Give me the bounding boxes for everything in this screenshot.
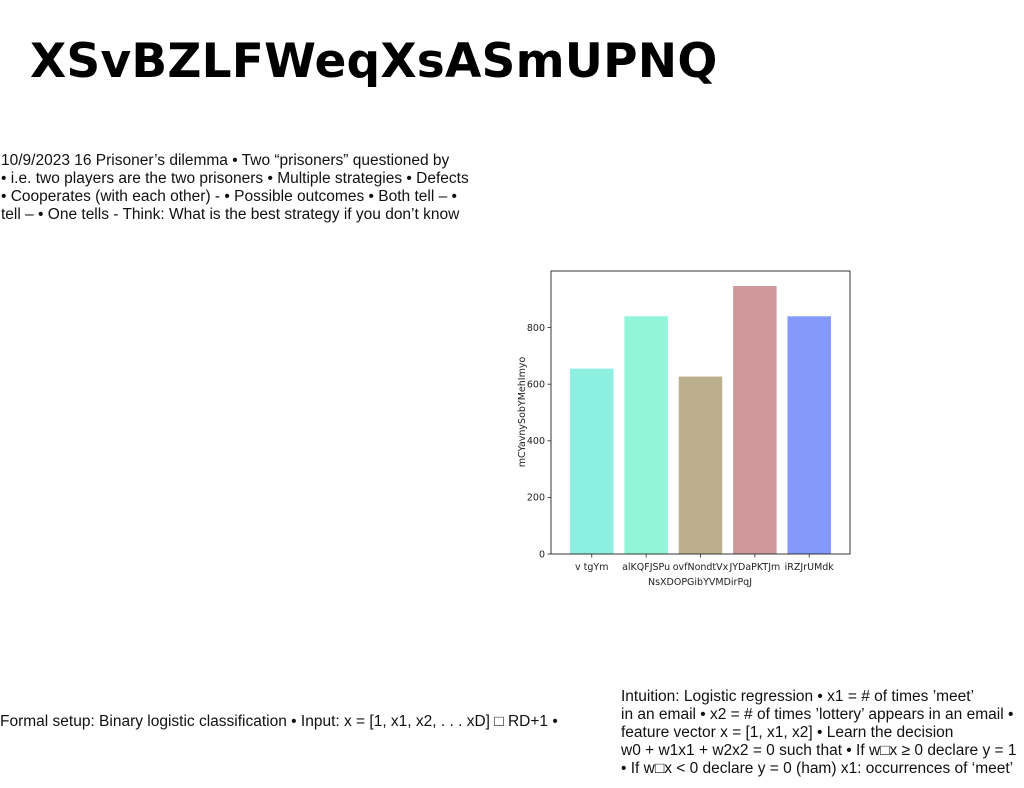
bar-chart: 0 200 400 600 800 v tgYm alKQFJSPu ovfNondtVx J…	[517, 270, 851, 588]
x-tick-label: JYDaPKTJm	[728, 562, 780, 573]
x-tick-label: ovfNondtVx	[673, 562, 729, 573]
bar-2	[678, 376, 723, 554]
bar-4	[787, 316, 831, 554]
text-line: Intuition: Logistic regression • x1 = # …	[621, 688, 975, 705]
y-tick-label: 0	[539, 549, 545, 560]
text-line: w0 + w1x1 + w2x2 = 0 such that • If w□x …	[621, 742, 1017, 759]
text-line: 10/9/2023 16 Prisoner’s dilemma • Two “p…	[1, 152, 450, 169]
text-line: • Cooperates (with each other) - • Possi…	[1, 188, 457, 205]
y-tick-label: 800	[527, 323, 545, 334]
bar-0	[570, 368, 614, 554]
x-tick-label: v tgYm	[575, 562, 608, 573]
text-line: tell – • One tells - Think: What is the …	[1, 206, 460, 223]
text-line: • If w□x < 0 declare y = 0 (ham) x1: occ…	[621, 760, 1014, 777]
y-axis: 0 200 400 600 800	[527, 323, 551, 560]
top-text-block: 10/9/2023 16 Prisoner’s dilemma • Two “p…	[1, 152, 469, 224]
bottom-left-text-block: Formal setup: Binary logistic classifica…	[0, 713, 558, 731]
y-tick-label: 600	[527, 380, 545, 391]
bottom-right-text-block: Intuition: Logistic regression • x1 = # …	[621, 688, 1017, 778]
text-line: Formal setup: Binary logistic classifica…	[0, 713, 558, 730]
bar-3	[733, 286, 777, 554]
x-axis: v tgYm alKQFJSPu ovfNondtVx JYDaPKTJm iRZJrU…	[575, 554, 834, 573]
y-tick-label: 200	[527, 493, 545, 504]
x-tick-label: iRZJrUMdk	[785, 562, 835, 573]
y-axis-label: mCYavnySobYMehImyo	[517, 357, 528, 468]
y-tick-label: 400	[527, 436, 545, 447]
text-line: feature vector x = [1, x1, x2] • Learn t…	[621, 724, 954, 741]
x-axis-label: NsXDOPGibYVMDirPqJ	[648, 577, 752, 588]
page-title: XSvBZLFWeqXsASmUPNQ	[30, 34, 718, 89]
text-line: • i.e. two players are the two prisoners…	[1, 170, 469, 187]
text-line: in an email • x2 = # of times ’lottery’ …	[621, 706, 1014, 723]
chart-plot-area	[550, 270, 851, 555]
bar-1	[624, 316, 668, 554]
x-tick-label: alKQFJSPu	[622, 562, 670, 573]
